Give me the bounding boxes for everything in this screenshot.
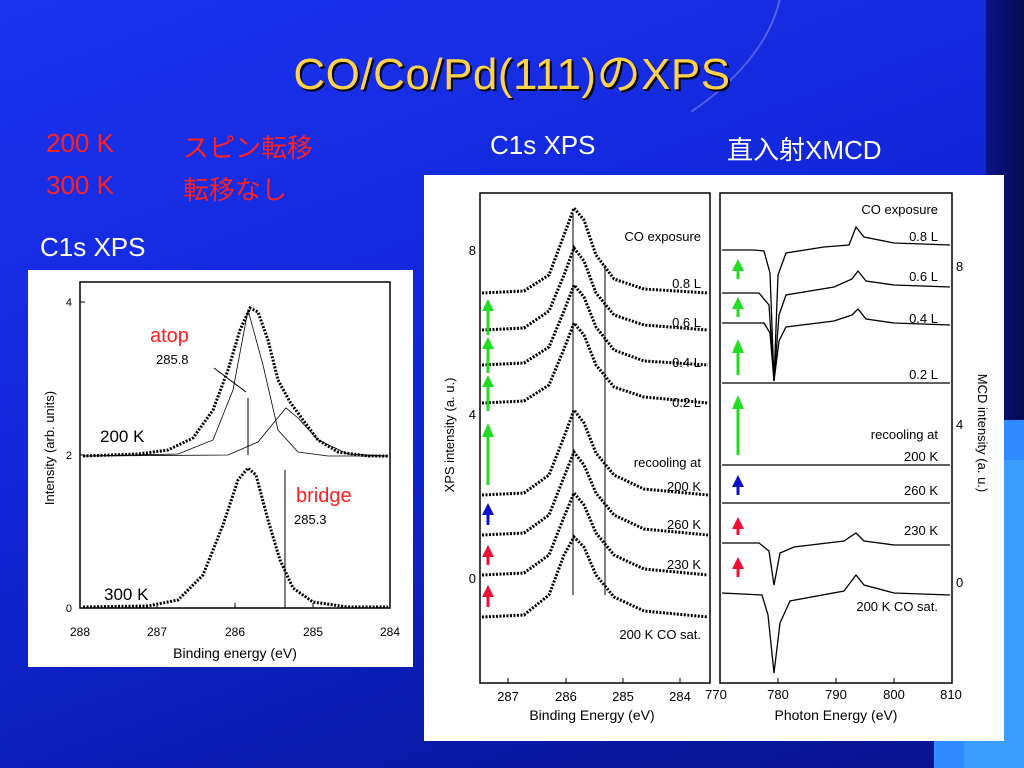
xps-ylabel: XPS intensity (a. u.) <box>442 378 457 493</box>
xmcd-xtick-1: 780 <box>767 687 789 702</box>
left-ytick-0: 4 <box>66 297 72 309</box>
label-300k: 300 K <box>104 585 149 604</box>
label-atop: atop <box>150 325 189 347</box>
fit-atop-200k <box>82 309 388 457</box>
xps-arrows <box>482 299 494 607</box>
right-caption-xmcd: 直入射XMCD <box>727 135 882 165</box>
spectrum-300k <box>82 465 388 609</box>
xps-label-200K-co-sat: 200 K CO sat. <box>619 627 701 642</box>
xmcd-label-200K: 200 K <box>904 449 938 464</box>
left-ylabel: Intensity (arb. units) <box>42 391 57 505</box>
xmcd-arrows <box>732 259 744 577</box>
left-xtick-0: 288 <box>70 625 90 639</box>
xmcd-label-0-2L: 0.2 L <box>909 367 938 382</box>
left-xlabel: Binding energy (eV) <box>173 645 297 661</box>
xps-xtick-2: 285 <box>612 689 634 704</box>
right-plot-panel: 287 286 285 284 Binding Energy (eV) 8 4 … <box>424 175 1004 741</box>
left-plot-panel: 288 287 286 285 284 4 2 0 Binding energy… <box>28 270 413 667</box>
xps-label-230K: 230 K <box>667 557 701 572</box>
xmcd-label-co-exposure: CO exposure <box>861 202 938 217</box>
slide-title: CO/Co/Pd(111)のXPS <box>293 50 731 99</box>
xmcd-xtick-4: 810 <box>940 687 962 702</box>
right-plot-svg: 287 286 285 284 Binding Energy (eV) 8 4 … <box>442 192 990 723</box>
xmcd-label-230K: 230 K <box>904 523 938 538</box>
xmcd-label-0-8L: 0.8 L <box>909 229 938 244</box>
xmcd-label-recooling: recooling at <box>871 427 939 442</box>
left-ytick-2: 0 <box>66 603 72 615</box>
note-200k-text: スピン転移 <box>183 133 314 163</box>
label-bridge: bridge <box>296 485 352 507</box>
decorative-arc <box>0 0 784 204</box>
left-xtick-4: 284 <box>380 625 400 639</box>
xps-label-0-6L: 0.6 L <box>672 315 701 330</box>
xps-ytick-2: 0 <box>469 571 476 586</box>
note-300k-temp: 300 K <box>46 170 114 200</box>
xmcd-label-260K: 260 K <box>904 483 938 498</box>
xps-label-260K: 260 K <box>667 517 701 532</box>
left-caption: C1s XPS <box>40 232 146 262</box>
left-xtick-1: 287 <box>147 625 167 639</box>
xmcd-xtick-2: 790 <box>825 687 847 702</box>
xps-spectra <box>481 205 709 619</box>
xmcd-xtick-0: 770 <box>705 687 727 702</box>
left-xtick-3: 285 <box>303 625 323 639</box>
xps-label-0-4L: 0.4 L <box>672 355 701 370</box>
xmcd-label-0-6L: 0.6 L <box>909 269 938 284</box>
right-caption-xps: C1s XPS <box>490 130 596 160</box>
left-ytick-1: 2 <box>66 450 72 462</box>
xps-xtick-1: 286 <box>555 689 577 704</box>
label-200k: 200 K <box>100 427 145 446</box>
left-plot-svg: 288 287 286 285 284 4 2 0 Binding energy… <box>42 281 400 661</box>
xmcd-ytick-2: 0 <box>956 575 963 590</box>
xps-xtick-0: 287 <box>497 689 519 704</box>
note-200k-temp: 200 K <box>46 128 114 158</box>
note-300k-text: 転移なし <box>183 175 288 205</box>
xps-label-co-exposure: CO exposure <box>624 229 701 244</box>
xmcd-xlabel: Photon Energy (eV) <box>775 707 898 723</box>
xps-xlabel: Binding Energy (eV) <box>529 707 654 723</box>
xps-label-recooling: recooling at <box>634 455 702 470</box>
xps-label-0-8L: 0.8 L <box>672 276 701 291</box>
xps-label-0-2L: 0.2 L <box>672 395 701 410</box>
left-xtick-2: 286 <box>225 625 245 639</box>
xps-ytick-1: 4 <box>469 407 476 422</box>
xmcd-ytick-1: 4 <box>956 417 963 432</box>
xmcd-ytick-0: 8 <box>956 259 963 274</box>
label-atop-value: 285.8 <box>156 352 189 367</box>
fit-bridge-200k <box>82 407 389 457</box>
atop-pointer <box>213 367 247 393</box>
xmcd-label-0-4L: 0.4 L <box>909 311 938 326</box>
xmcd-ylabel: MCD intensity (a. u.) <box>975 374 990 492</box>
xmcd-label-200K-co-sat: 200 K CO sat. <box>856 599 938 614</box>
xps-xtick-3: 284 <box>669 689 691 704</box>
xps-ytick-0: 8 <box>469 243 476 258</box>
xps-frame <box>479 192 711 684</box>
xmcd-spectra <box>721 225 951 674</box>
xmcd-xtick-3: 800 <box>883 687 905 702</box>
xps-label-200K: 200 K <box>667 479 701 494</box>
label-bridge-value: 285.3 <box>294 512 327 527</box>
